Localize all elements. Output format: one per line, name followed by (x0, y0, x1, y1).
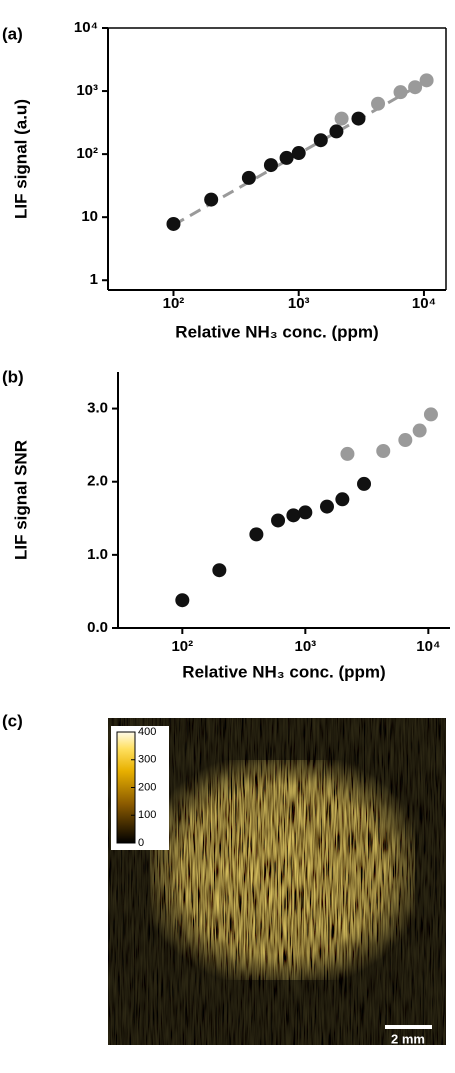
data-point (334, 111, 349, 126)
data-point (340, 446, 355, 461)
data-point (298, 505, 313, 520)
data-point (357, 476, 372, 491)
data-point (249, 527, 264, 542)
y-tick-label: 10³ (76, 82, 98, 99)
x-axis-label: Relative NH₃ conc. (ppm) (182, 662, 385, 681)
colorbar-tick-label: 400 (138, 726, 156, 738)
data-point (286, 508, 301, 523)
x-tick-label: 10³ (288, 295, 310, 312)
data-point (371, 96, 386, 111)
data-point (319, 499, 334, 514)
x-tick-label: 10³ (294, 638, 316, 655)
x-tick-label: 10² (163, 295, 185, 312)
panel-label: (b) (2, 367, 24, 386)
data-point (398, 433, 413, 448)
data-point (291, 146, 306, 161)
x-tick-label: 10⁴ (416, 638, 440, 655)
data-point (271, 513, 286, 528)
colorbar-tick-label: 200 (138, 781, 156, 793)
data-point (412, 423, 427, 438)
y-tick-label: 1 (90, 271, 98, 288)
data-point (419, 73, 434, 88)
data-point (212, 563, 227, 578)
colorbar-tick-label: 0 (138, 837, 144, 849)
data-point (423, 407, 438, 422)
y-tick-label: 2.0 (87, 473, 108, 490)
data-point (393, 85, 408, 100)
y-tick-label: 10⁴ (74, 19, 98, 36)
data-point (408, 80, 423, 95)
data-point (376, 443, 391, 458)
panel-label: (a) (2, 24, 23, 43)
data-point (329, 124, 344, 139)
x-tick-label: 10² (171, 638, 193, 655)
y-tick-label: 0.0 (87, 619, 108, 636)
data-point (241, 170, 256, 185)
data-point (166, 216, 181, 231)
data-point (204, 192, 219, 207)
x-axis-label: Relative NH₃ conc. (ppm) (175, 322, 378, 341)
colorbar-tick-label: 300 (138, 754, 156, 766)
data-point (335, 492, 350, 507)
data-point (263, 158, 278, 173)
panel-label: (c) (2, 711, 23, 730)
scale-bar-label: 2 mm (391, 1031, 425, 1046)
y-tick-label: 10 (81, 208, 98, 225)
data-point (175, 593, 190, 608)
data-point (279, 150, 294, 165)
y-axis-label: LIF signal SNR (11, 440, 30, 560)
y-axis-label: LIF signal (a.u) (11, 99, 30, 219)
y-tick-label: 3.0 (87, 400, 108, 417)
data-point (313, 133, 328, 148)
x-tick-label: 10⁴ (412, 295, 436, 312)
y-tick-label: 10² (76, 145, 98, 162)
colorbar-tick-label: 100 (138, 809, 156, 821)
y-tick-label: 1.0 (87, 546, 108, 563)
data-point (351, 111, 366, 126)
